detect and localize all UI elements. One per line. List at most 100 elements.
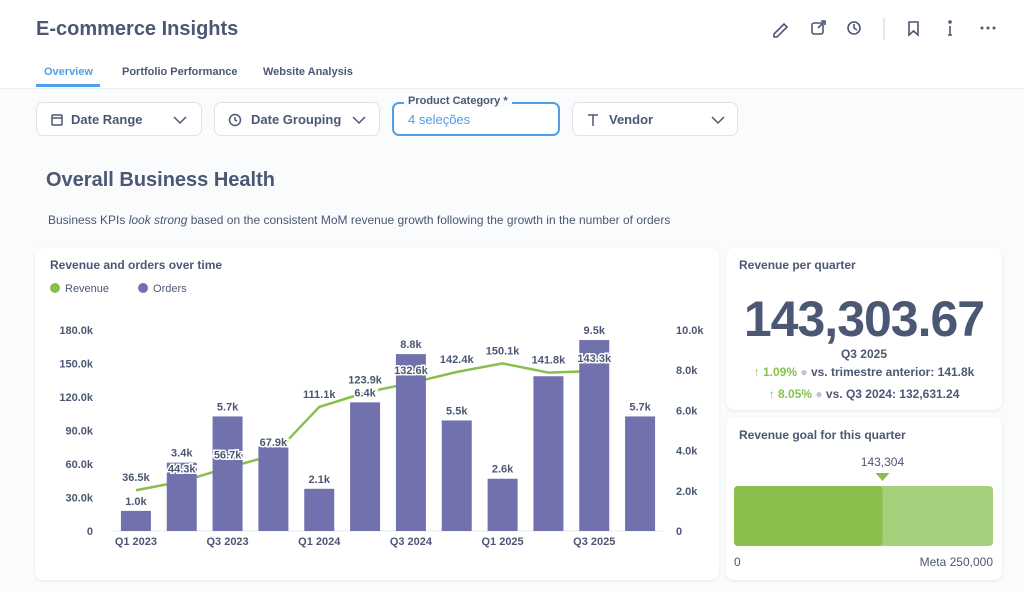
kpi-comparison: ↑ 1.09% ● vs. trimestre anterior: 141.8k <box>753 365 975 379</box>
tab[interactable]: Website Analysis <box>263 66 353 78</box>
y2-tick-label: 4.0k <box>676 446 698 458</box>
more-icon[interactable] <box>980 26 996 30</box>
data-label: 36.5k <box>122 472 150 484</box>
legend-label: Revenue <box>65 283 109 295</box>
y-tick-label: 180.0k <box>59 325 94 337</box>
data-label: 9.5k <box>584 325 606 337</box>
bar <box>441 420 472 531</box>
data-label: 143.3k <box>577 353 612 365</box>
data-label: 132.6k <box>394 365 429 377</box>
tab-underline <box>36 84 100 87</box>
dashboard-title: E-commerce Insights <box>36 18 239 40</box>
data-label: 5.7k <box>217 401 239 413</box>
bar <box>350 402 381 531</box>
bar <box>166 462 197 531</box>
bar <box>395 354 426 531</box>
x-tick-label: Q1 2023 <box>115 536 157 548</box>
data-label: 8.8k <box>400 339 422 351</box>
kpi-change: ↑ 8.05% <box>768 387 812 401</box>
data-label: 5.5k <box>446 405 468 417</box>
edit-icon[interactable] <box>773 22 789 38</box>
line <box>135 362 595 492</box>
emphasis: look strong <box>128 213 188 227</box>
progress-marker <box>875 473 890 481</box>
header: E-commerce Insights Overview Portfolio P… <box>0 0 1024 89</box>
bar <box>304 488 335 531</box>
section-description: Business KPIs look strong based on the c… <box>48 213 670 227</box>
y2-tick-label: 2.0k <box>676 486 698 498</box>
goal-title: Revenue goal for this quarter <box>739 428 906 442</box>
bar <box>487 478 518 531</box>
bookmark-icon[interactable] <box>908 21 919 37</box>
y2-tick-label: 0 <box>676 526 682 538</box>
filter[interactable]: Date Grouping <box>214 102 380 136</box>
x-tick-label: Q1 2025 <box>481 536 523 548</box>
history-icon[interactable] <box>847 21 861 35</box>
legend-swatch <box>50 283 60 293</box>
data-label: 2.6k <box>492 464 514 476</box>
filter-label: Date Grouping <box>251 111 342 127</box>
chart-title: Revenue and orders over time <box>50 258 223 272</box>
progress-max-label: Meta 250,000 <box>920 555 994 569</box>
data-label: 150.1k <box>486 345 521 357</box>
y-tick-label: 150.0k <box>59 359 94 371</box>
goal-card: Revenue goal for this quarter 143,304 0 Me… <box>726 417 1002 580</box>
data-label: 123.9k <box>348 375 383 387</box>
data-label: 3.4k <box>171 448 193 460</box>
info-icon[interactable] <box>948 26 952 36</box>
y-tick-label: 60.0k <box>65 459 93 471</box>
filter[interactable]: Vendor <box>572 102 738 136</box>
data-label: 44.3k <box>168 464 196 476</box>
bar <box>579 340 610 531</box>
bar <box>533 376 564 531</box>
data-label: 6.4k <box>354 387 376 399</box>
progress-min-label: 0 <box>734 555 741 569</box>
x-tick-label: Q1 2024 <box>298 536 341 548</box>
change: 1.09% <box>762 365 797 379</box>
data-label: 141.8k <box>532 355 567 367</box>
data-label: 67.9k <box>260 437 288 449</box>
header-icons <box>773 18 996 40</box>
y-tick-label: 120.0k <box>59 392 94 404</box>
filter[interactable]: 4 seleções <box>392 102 560 136</box>
text: based on the consistent MoM revenue grow… <box>187 213 671 227</box>
y2-tick-label: 8.0k <box>676 365 698 377</box>
filter-label: Vendor <box>609 111 654 127</box>
progress-fill <box>734 486 883 546</box>
share-icon[interactable] <box>811 22 824 35</box>
kpi-change: ↑ 1.09% <box>753 365 797 379</box>
data-label: 5.7k <box>629 401 651 413</box>
text: Business KPIs <box>48 213 129 227</box>
filter[interactable]: Date Range <box>36 102 202 136</box>
legend-swatch <box>138 283 149 293</box>
progress-value-label: 143,304 <box>861 455 905 469</box>
y2-tick-label: 10.0k <box>676 325 704 337</box>
data-label: 56.7k <box>214 450 242 462</box>
x-tick-label: Q3 2023 <box>206 536 248 548</box>
section-title: Overall Business Health <box>46 169 275 191</box>
y-tick-label: 90.0k <box>65 426 93 438</box>
x-tick-label: Q3 2025 <box>573 536 615 548</box>
y-tick-label: 30.0k <box>65 493 93 505</box>
data-label: 142.4k <box>440 354 475 366</box>
legend-label: Orders <box>153 283 187 295</box>
filter-label: Product Category * <box>404 95 512 107</box>
tab[interactable]: Overview <box>44 66 93 78</box>
chart: Revenue Orders 0 30.0k 60.0k 90.0k 120.0k 150.0… <box>50 283 704 548</box>
kpi-period: Q3 2025 <box>840 347 888 361</box>
data-label: 1.0k <box>125 496 147 508</box>
tab[interactable]: Portfolio Performance <box>122 66 238 78</box>
filter-label: Date Range <box>71 111 143 127</box>
progress-chart: 143,304 0 Meta 250,000 <box>734 455 994 569</box>
bar <box>258 446 289 531</box>
kpi-card: Revenue per quarter 143,303.67 Q3 2025 ↑… <box>726 248 1002 410</box>
bar <box>625 416 656 531</box>
x-tick-label: Q3 2024 <box>390 536 433 548</box>
chart-card: Revenue and orders over time Revenue Orde… <box>35 248 719 580</box>
y2-tick-label: 6.0k <box>676 405 698 417</box>
filter-icons <box>51 113 725 127</box>
data-label: 2.1k <box>309 474 331 486</box>
kpi-title: Revenue per quarter <box>739 258 856 272</box>
bar <box>212 416 243 531</box>
